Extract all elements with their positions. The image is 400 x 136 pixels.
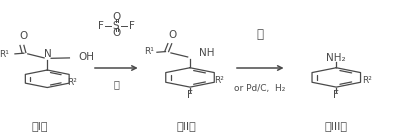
Text: R²: R²: [67, 78, 77, 87]
Text: S: S: [113, 21, 120, 31]
Text: N: N: [44, 49, 52, 59]
Text: F: F: [129, 21, 134, 31]
Text: F: F: [98, 21, 104, 31]
Text: F: F: [333, 90, 339, 100]
Text: NH₂: NH₂: [326, 53, 346, 63]
Text: OH: OH: [78, 52, 94, 62]
Text: 碱: 碱: [113, 79, 119, 89]
Text: 酸: 酸: [256, 28, 264, 41]
Text: R¹: R¹: [0, 50, 9, 59]
Text: （I）: （I）: [31, 121, 48, 131]
Text: （III）: （III）: [325, 121, 348, 131]
Text: （II）: （II）: [176, 121, 196, 131]
Text: R¹: R¹: [144, 47, 154, 56]
Text: R²: R²: [214, 76, 224, 85]
Text: R²: R²: [362, 76, 372, 85]
Text: O: O: [112, 12, 120, 22]
Text: or Pd/C,  H₂: or Pd/C, H₂: [234, 84, 286, 93]
Text: NH: NH: [198, 48, 214, 58]
Text: O: O: [112, 28, 120, 38]
Text: O: O: [169, 30, 177, 40]
Text: O: O: [20, 31, 28, 41]
Text: F: F: [187, 90, 193, 100]
